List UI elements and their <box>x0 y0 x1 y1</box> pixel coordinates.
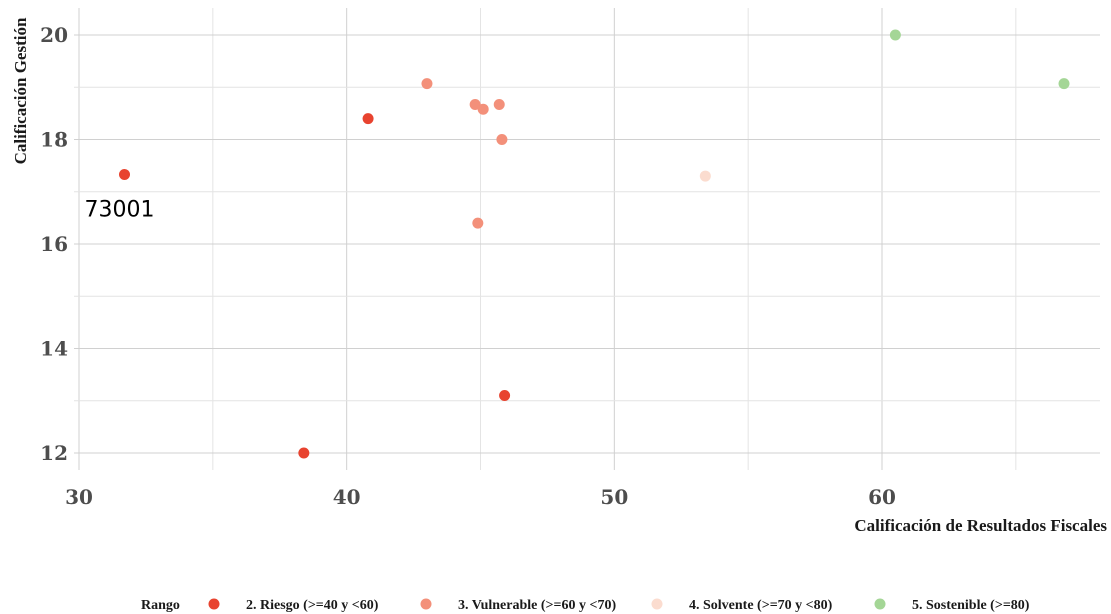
y-tick-label: 12 <box>40 441 68 465</box>
x-tick-label: 50 <box>600 485 628 509</box>
y-tick-label: 18 <box>40 128 68 152</box>
data-point <box>889 29 901 41</box>
point-label: 73001 <box>85 198 155 223</box>
x-tick-label: 30 <box>65 485 93 509</box>
data-point <box>298 447 310 459</box>
data-point <box>472 217 484 229</box>
y-tick-labels: 12 14 16 18 20 <box>40 23 68 465</box>
x-tick-label: 60 <box>868 485 896 509</box>
data-point <box>477 103 489 115</box>
x-tick-label: 40 <box>333 485 361 509</box>
legend: Rango 2. Riesgo (>=40 y <60) 3. Vulnerabl… <box>141 598 1030 613</box>
data-point <box>362 113 374 125</box>
legend-label: 4. Solvente (>=70 y <80) <box>689 598 833 613</box>
legend-label: 2. Riesgo (>=40 y <60) <box>246 598 379 613</box>
x-axis-title: Calificación de Resultados Fiscales <box>854 516 1107 535</box>
data-point <box>493 98 505 110</box>
data-point <box>421 78 433 90</box>
data-point <box>496 134 508 145</box>
legend-key <box>208 598 220 610</box>
legend-key <box>420 598 432 610</box>
legend-title: Rango <box>141 598 180 613</box>
legend-items: 2. Riesgo (>=40 y <60) 3. Vulnerable (>=6… <box>208 598 1030 613</box>
data-point <box>119 169 131 181</box>
point-labels: 73001 <box>85 198 155 223</box>
legend-key <box>651 598 663 610</box>
data-point <box>469 98 481 110</box>
data-point <box>1058 78 1070 90</box>
data-point <box>699 170 711 182</box>
data-point <box>499 390 511 402</box>
legend-label: 3. Vulnerable (>=60 y <70) <box>458 598 616 613</box>
y-tick-label: 14 <box>40 337 68 361</box>
y-tick-label: 16 <box>40 232 68 256</box>
legend-label: 5. Sostenible (>=80) <box>912 598 1030 613</box>
legend-key <box>874 598 886 610</box>
grid <box>74 8 1100 470</box>
x-tick-labels: 30 40 50 60 <box>65 485 896 509</box>
y-tick-label: 20 <box>40 23 68 47</box>
data-points <box>119 29 1070 459</box>
y-axis-title: Calificación Gestión <box>11 17 30 164</box>
